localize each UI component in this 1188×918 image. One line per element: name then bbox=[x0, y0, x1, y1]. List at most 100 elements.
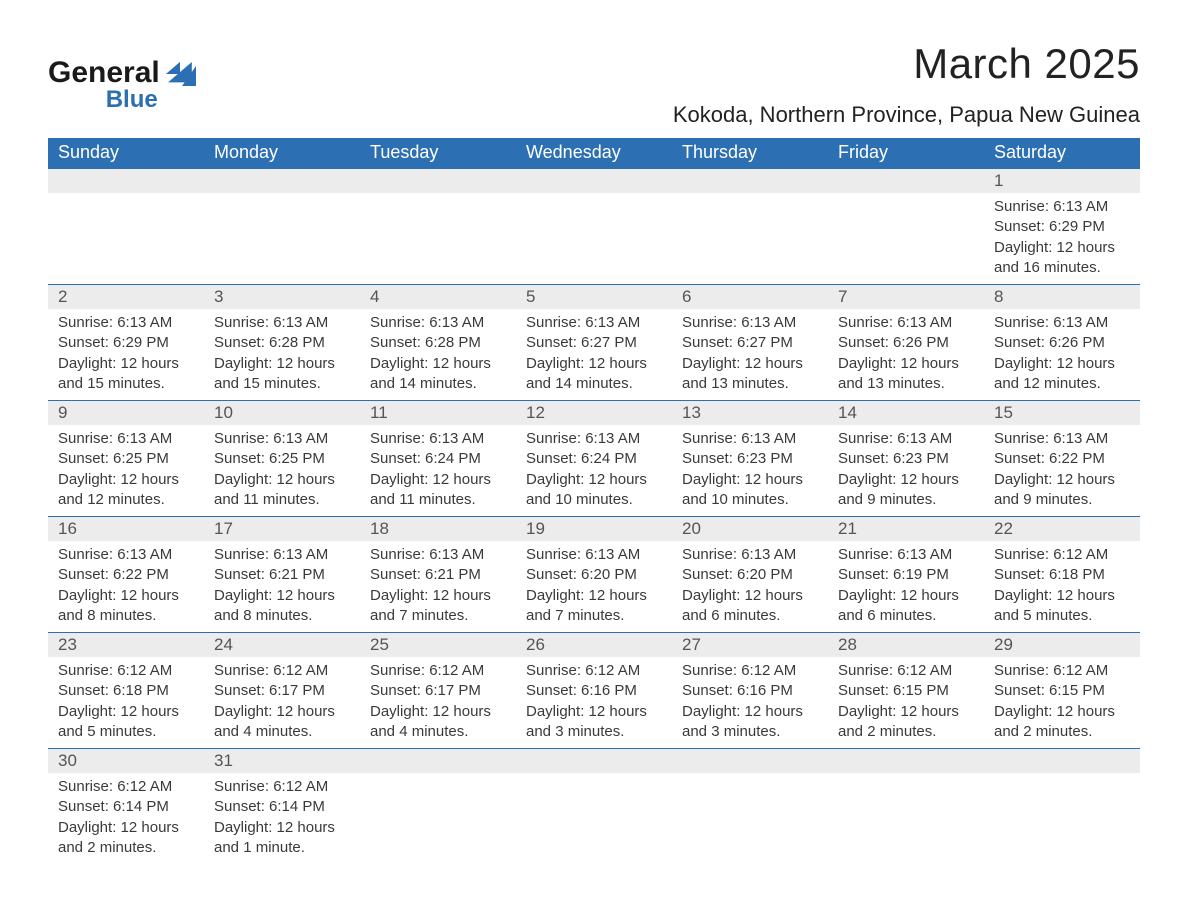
day-info-line: Daylight: 12 hours and 11 minutes. bbox=[370, 470, 506, 511]
day-number: 17 bbox=[204, 517, 360, 541]
calendar-week: 2345678Sunrise: 6:13 AMSunset: 6:29 PMDa… bbox=[48, 284, 1140, 400]
day-info-line: Sunset: 6:14 PM bbox=[58, 797, 194, 817]
day-cell: Sunrise: 6:12 AMSunset: 6:17 PMDaylight:… bbox=[204, 657, 360, 748]
day-info-line: Sunrise: 6:13 AM bbox=[838, 545, 974, 565]
day-info-line: Daylight: 12 hours and 14 minutes. bbox=[370, 354, 506, 395]
day-cell: Sunrise: 6:12 AMSunset: 6:14 PMDaylight:… bbox=[204, 773, 360, 864]
day-info-line: Daylight: 12 hours and 4 minutes. bbox=[370, 702, 506, 743]
calendar-table: Sunday Monday Tuesday Wednesday Thursday… bbox=[48, 138, 1140, 864]
day-info-line: Sunrise: 6:13 AM bbox=[370, 545, 506, 565]
day-cell bbox=[828, 773, 984, 864]
day-number bbox=[360, 749, 516, 773]
day-number: 5 bbox=[516, 285, 672, 309]
day-info-line: Sunrise: 6:13 AM bbox=[682, 545, 818, 565]
day-info-line: Daylight: 12 hours and 9 minutes. bbox=[838, 470, 974, 511]
day-number: 9 bbox=[48, 401, 204, 425]
logo-word1: General bbox=[48, 58, 160, 88]
day-number: 10 bbox=[204, 401, 360, 425]
day-cell: Sunrise: 6:12 AMSunset: 6:15 PMDaylight:… bbox=[828, 657, 984, 748]
day-number bbox=[48, 169, 204, 193]
day-number: 3 bbox=[204, 285, 360, 309]
day-info-line: Daylight: 12 hours and 3 minutes. bbox=[526, 702, 662, 743]
day-info-line: Sunset: 6:20 PM bbox=[682, 565, 818, 585]
day-info-line: Sunset: 6:28 PM bbox=[370, 333, 506, 353]
day-cell: Sunrise: 6:12 AMSunset: 6:16 PMDaylight:… bbox=[672, 657, 828, 748]
weeks-container: 1 Sunrise: 6:13 AMSunset: 6:29 PMDaylight… bbox=[48, 169, 1140, 864]
day-cell: Sunrise: 6:13 AMSunset: 6:28 PMDaylight:… bbox=[204, 309, 360, 400]
day-info-line: Sunrise: 6:13 AM bbox=[58, 313, 194, 333]
day-info-line: Sunrise: 6:13 AM bbox=[838, 313, 974, 333]
day-cell: Sunrise: 6:13 AMSunset: 6:25 PMDaylight:… bbox=[204, 425, 360, 516]
day-info-line: Sunset: 6:22 PM bbox=[994, 449, 1130, 469]
day-info-line: Sunrise: 6:13 AM bbox=[526, 313, 662, 333]
day-info-line: Sunset: 6:20 PM bbox=[526, 565, 662, 585]
day-info-line: Sunset: 6:16 PM bbox=[526, 681, 662, 701]
day-cell bbox=[516, 773, 672, 864]
day-cell bbox=[672, 773, 828, 864]
weekday-header: Friday bbox=[828, 138, 984, 169]
day-info-line: Sunrise: 6:12 AM bbox=[370, 661, 506, 681]
day-info-line: Sunrise: 6:13 AM bbox=[682, 429, 818, 449]
day-number: 30 bbox=[48, 749, 204, 773]
day-number-row: 2345678 bbox=[48, 285, 1140, 309]
day-info-line: Sunset: 6:25 PM bbox=[214, 449, 350, 469]
logo-wordmark: General Blue bbox=[48, 58, 160, 114]
day-info-line: Daylight: 12 hours and 14 minutes. bbox=[526, 354, 662, 395]
weekday-header: Thursday bbox=[672, 138, 828, 169]
day-info-line: Daylight: 12 hours and 10 minutes. bbox=[526, 470, 662, 511]
day-number: 24 bbox=[204, 633, 360, 657]
logo-word2: Blue bbox=[48, 86, 158, 114]
day-cell: Sunrise: 6:13 AMSunset: 6:29 PMDaylight:… bbox=[48, 309, 204, 400]
day-info-line: Sunrise: 6:13 AM bbox=[994, 197, 1130, 217]
day-info-line: Sunrise: 6:13 AM bbox=[838, 429, 974, 449]
day-info-line: Daylight: 12 hours and 12 minutes. bbox=[994, 354, 1130, 395]
day-cell bbox=[516, 193, 672, 284]
day-number: 7 bbox=[828, 285, 984, 309]
day-info-line: Daylight: 12 hours and 3 minutes. bbox=[682, 702, 818, 743]
day-number-row: 9101112131415 bbox=[48, 401, 1140, 425]
day-content-row: Sunrise: 6:13 AMSunset: 6:22 PMDaylight:… bbox=[48, 541, 1140, 632]
day-info-line: Sunrise: 6:13 AM bbox=[58, 545, 194, 565]
weekday-header: Tuesday bbox=[360, 138, 516, 169]
day-info-line: Sunset: 6:18 PM bbox=[994, 565, 1130, 585]
day-info-line: Sunset: 6:23 PM bbox=[838, 449, 974, 469]
day-number: 31 bbox=[204, 749, 360, 773]
day-cell: Sunrise: 6:12 AMSunset: 6:14 PMDaylight:… bbox=[48, 773, 204, 864]
day-info-line: Sunrise: 6:13 AM bbox=[526, 429, 662, 449]
day-info-line: Sunset: 6:15 PM bbox=[994, 681, 1130, 701]
day-info-line: Daylight: 12 hours and 15 minutes. bbox=[58, 354, 194, 395]
day-cell: Sunrise: 6:13 AMSunset: 6:23 PMDaylight:… bbox=[672, 425, 828, 516]
day-info-line: Sunrise: 6:12 AM bbox=[214, 777, 350, 797]
calendar-week: 23242526272829Sunrise: 6:12 AMSunset: 6:… bbox=[48, 632, 1140, 748]
day-info-line: Daylight: 12 hours and 12 minutes. bbox=[58, 470, 194, 511]
day-info-line: Sunset: 6:24 PM bbox=[370, 449, 506, 469]
day-info-line: Sunset: 6:28 PM bbox=[214, 333, 350, 353]
day-number: 29 bbox=[984, 633, 1140, 657]
day-info-line: Daylight: 12 hours and 5 minutes. bbox=[58, 702, 194, 743]
day-info-line: Sunrise: 6:13 AM bbox=[994, 313, 1130, 333]
day-cell: Sunrise: 6:13 AMSunset: 6:26 PMDaylight:… bbox=[984, 309, 1140, 400]
day-info-line: Sunrise: 6:13 AM bbox=[526, 545, 662, 565]
day-cell: Sunrise: 6:13 AMSunset: 6:22 PMDaylight:… bbox=[48, 541, 204, 632]
day-number bbox=[984, 749, 1140, 773]
day-cell: Sunrise: 6:12 AMSunset: 6:16 PMDaylight:… bbox=[516, 657, 672, 748]
day-number: 22 bbox=[984, 517, 1140, 541]
day-info-line: Sunset: 6:25 PM bbox=[58, 449, 194, 469]
day-info-line: Daylight: 12 hours and 5 minutes. bbox=[994, 586, 1130, 627]
day-number: 15 bbox=[984, 401, 1140, 425]
calendar-week: 16171819202122Sunrise: 6:13 AMSunset: 6:… bbox=[48, 516, 1140, 632]
day-number: 20 bbox=[672, 517, 828, 541]
day-info-line: Sunrise: 6:13 AM bbox=[370, 313, 506, 333]
day-info-line: Daylight: 12 hours and 2 minutes. bbox=[994, 702, 1130, 743]
day-info-line: Sunset: 6:17 PM bbox=[214, 681, 350, 701]
day-info-line: Sunset: 6:17 PM bbox=[370, 681, 506, 701]
day-info-line: Sunset: 6:24 PM bbox=[526, 449, 662, 469]
day-info-line: Sunset: 6:14 PM bbox=[214, 797, 350, 817]
day-info-line: Sunrise: 6:12 AM bbox=[682, 661, 818, 681]
day-number bbox=[672, 169, 828, 193]
day-number bbox=[828, 749, 984, 773]
day-info-line: Daylight: 12 hours and 15 minutes. bbox=[214, 354, 350, 395]
day-number-row: 1 bbox=[48, 169, 1140, 193]
day-info-line: Daylight: 12 hours and 6 minutes. bbox=[682, 586, 818, 627]
day-number bbox=[672, 749, 828, 773]
